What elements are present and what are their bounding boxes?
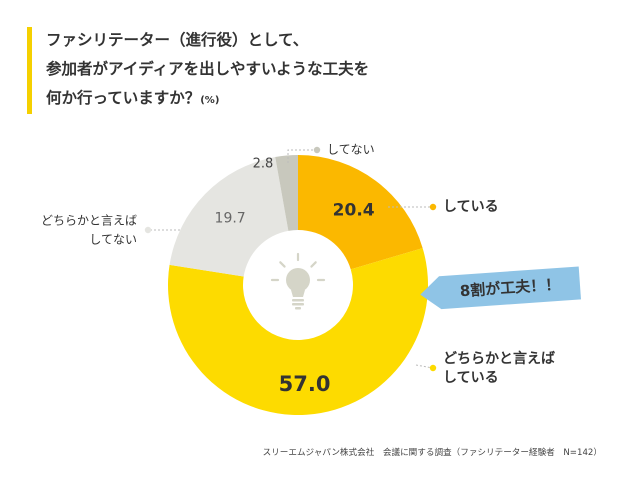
lightbulb-icon — [270, 252, 326, 310]
leader-line-3 — [287, 149, 314, 163]
source-note: スリーエムジャパン株式会社 会議に関する調査（ファシリテーター経験者 N=142… — [262, 448, 602, 458]
title-unit: (%) — [200, 95, 220, 106]
category-label-2-line-1: してない — [89, 233, 137, 247]
value-label-3: 2.8 — [253, 157, 274, 172]
title-line-1: ファシリテーター（進行役）として、 — [46, 31, 309, 49]
value-label-1: 57.0 — [279, 372, 331, 396]
category-label-0: している — [443, 199, 499, 215]
chart-title: ファシリテーター（進行役）として、 参加者がアイディアを出しやすいような工夫を … — [46, 26, 466, 115]
title-accent-bar — [27, 27, 32, 114]
category-label-1-line-1: している — [443, 370, 499, 386]
category-label-3: してない — [327, 143, 375, 157]
leader-dot-1 — [429, 364, 437, 372]
title-line-3-text: 何か行っていますか？ — [46, 89, 201, 107]
callout-badge: 8割が工夫！！ — [420, 266, 581, 310]
slice-2 — [169, 157, 289, 277]
leader-dot-3 — [313, 146, 321, 154]
value-label-2: 19.7 — [215, 211, 246, 227]
title-line-3: 何か行っていますか？(%) — [46, 84, 466, 115]
category-label-1-line-0: どちらかと言えば — [443, 350, 555, 367]
title-line-2: 参加者がアイディアを出しやすいような工夫を — [46, 60, 370, 78]
leader-line-1 — [415, 364, 434, 369]
leader-dot-2 — [144, 226, 152, 234]
slice-3 — [275, 155, 298, 231]
slice-1 — [168, 248, 428, 415]
slice-0 — [298, 155, 423, 270]
category-label-2-line-0: どちらかと言えば — [41, 214, 137, 228]
leader-dot-0 — [429, 203, 437, 211]
value-label-0: 20.4 — [333, 200, 375, 220]
